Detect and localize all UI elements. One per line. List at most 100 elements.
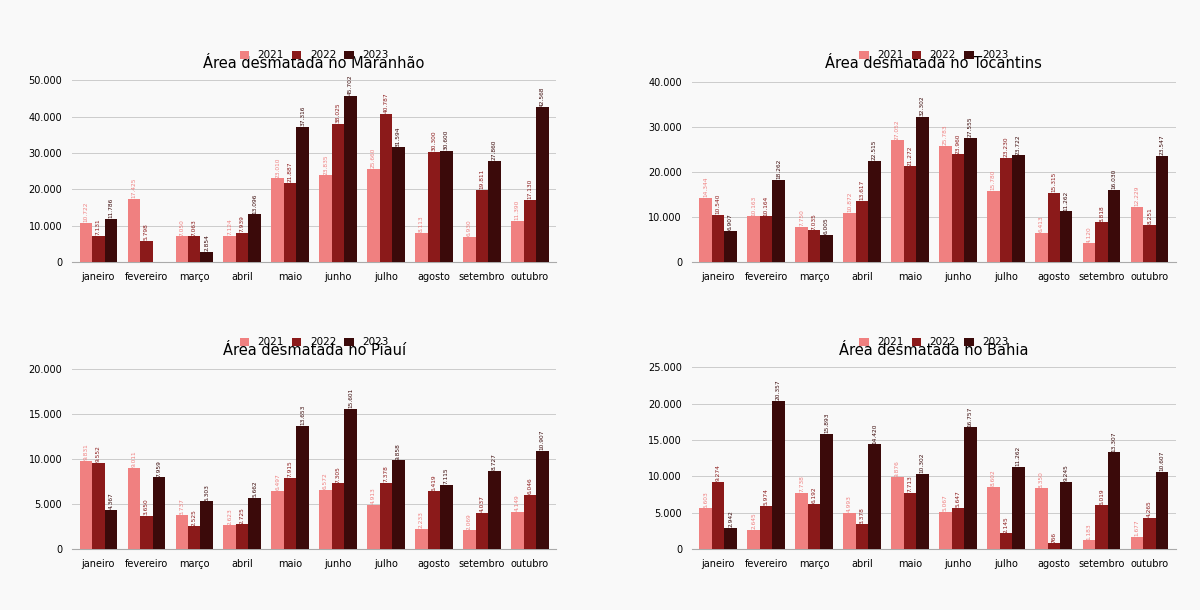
Bar: [700, 508, 712, 549]
Text: 45.702: 45.702: [348, 74, 353, 95]
Bar: [869, 161, 881, 262]
Text: 10.164: 10.164: [763, 195, 768, 215]
Bar: [869, 444, 881, 549]
Bar: [700, 198, 712, 262]
Text: 9.858: 9.858: [396, 443, 401, 459]
Text: 8.113: 8.113: [419, 215, 424, 232]
Text: 5.647: 5.647: [955, 490, 960, 508]
Bar: [463, 237, 475, 262]
Bar: [1036, 233, 1048, 262]
Bar: [725, 528, 737, 549]
Bar: [92, 236, 104, 262]
Bar: [488, 161, 500, 262]
Text: 1.677: 1.677: [1135, 520, 1140, 536]
Text: 2.645: 2.645: [751, 512, 756, 529]
Bar: [856, 201, 869, 262]
Bar: [1144, 518, 1156, 549]
Bar: [964, 138, 977, 262]
Bar: [1048, 193, 1060, 262]
Text: 7.750: 7.750: [799, 210, 804, 226]
Text: 10.607: 10.607: [1159, 451, 1164, 471]
Title: Área desmatada no Maranhão: Área desmatada no Maranhão: [204, 56, 425, 71]
Bar: [856, 525, 869, 549]
Bar: [796, 493, 808, 549]
Text: 40.787: 40.787: [384, 93, 389, 113]
Text: 7.915: 7.915: [288, 461, 293, 477]
Text: 4.993: 4.993: [847, 495, 852, 512]
Bar: [712, 215, 725, 262]
Bar: [427, 491, 440, 549]
Text: 6.907: 6.907: [728, 214, 733, 230]
Text: 15.893: 15.893: [824, 412, 829, 433]
Bar: [440, 485, 452, 549]
Text: 10.163: 10.163: [751, 195, 756, 215]
Text: 27.860: 27.860: [492, 140, 497, 160]
Text: 23.230: 23.230: [1003, 136, 1008, 157]
Bar: [1000, 157, 1012, 262]
Text: 23.547: 23.547: [1159, 135, 1164, 156]
Bar: [796, 227, 808, 262]
Bar: [1096, 505, 1108, 549]
Bar: [1082, 243, 1096, 262]
Bar: [140, 241, 152, 262]
Bar: [223, 236, 236, 262]
Bar: [511, 221, 523, 262]
Text: 2.854: 2.854: [204, 234, 209, 251]
Text: 21.887: 21.887: [288, 161, 293, 182]
Bar: [415, 529, 427, 549]
Text: 27.052: 27.052: [895, 119, 900, 140]
Bar: [523, 200, 536, 262]
Text: 10.302: 10.302: [920, 453, 925, 473]
Text: 15.601: 15.601: [348, 388, 353, 408]
Bar: [1060, 482, 1073, 549]
Text: 7.131: 7.131: [96, 219, 101, 235]
Bar: [1130, 537, 1144, 549]
Bar: [223, 525, 236, 549]
Text: 2.942: 2.942: [728, 510, 733, 527]
Text: 19.811: 19.811: [480, 169, 485, 189]
Text: 42.568: 42.568: [540, 86, 545, 107]
Bar: [248, 215, 260, 262]
Bar: [1012, 467, 1025, 549]
Text: 3.737: 3.737: [179, 498, 185, 515]
Bar: [152, 478, 166, 549]
Text: 4.265: 4.265: [1147, 501, 1152, 517]
Text: 23.010: 23.010: [275, 157, 280, 178]
Text: 14.420: 14.420: [872, 423, 877, 443]
Bar: [1156, 472, 1169, 549]
Text: 7.063: 7.063: [192, 219, 197, 235]
Text: 17.425: 17.425: [131, 178, 137, 198]
Text: 16.757: 16.757: [968, 406, 973, 426]
Text: 7.124: 7.124: [227, 218, 233, 235]
Text: 8.251: 8.251: [1147, 207, 1152, 224]
Bar: [284, 182, 296, 262]
Bar: [725, 231, 737, 262]
Bar: [79, 461, 92, 549]
Text: 2.069: 2.069: [467, 513, 472, 529]
Bar: [392, 461, 404, 549]
Legend: 2021, 2022, 2023: 2021, 2022, 2023: [856, 46, 1013, 65]
Bar: [773, 401, 785, 549]
Bar: [392, 147, 404, 262]
Bar: [332, 483, 344, 549]
Text: 13.096: 13.096: [252, 193, 257, 214]
Bar: [271, 179, 284, 262]
Text: 7.035: 7.035: [811, 213, 816, 229]
Text: 766: 766: [1051, 532, 1056, 543]
Bar: [1036, 489, 1048, 549]
Text: 4.367: 4.367: [108, 492, 113, 509]
Bar: [236, 525, 248, 549]
Bar: [1048, 544, 1060, 549]
Text: 15.315: 15.315: [1051, 172, 1056, 192]
Bar: [952, 508, 964, 549]
Bar: [332, 124, 344, 262]
Bar: [379, 114, 392, 262]
Bar: [427, 152, 440, 262]
Bar: [1108, 190, 1121, 262]
Text: 15.780: 15.780: [991, 170, 996, 190]
Bar: [821, 235, 833, 262]
Text: 7.115: 7.115: [444, 468, 449, 484]
Text: 7.738: 7.738: [799, 475, 804, 492]
Text: 25.660: 25.660: [371, 148, 376, 168]
Text: 3.650: 3.650: [144, 499, 149, 515]
